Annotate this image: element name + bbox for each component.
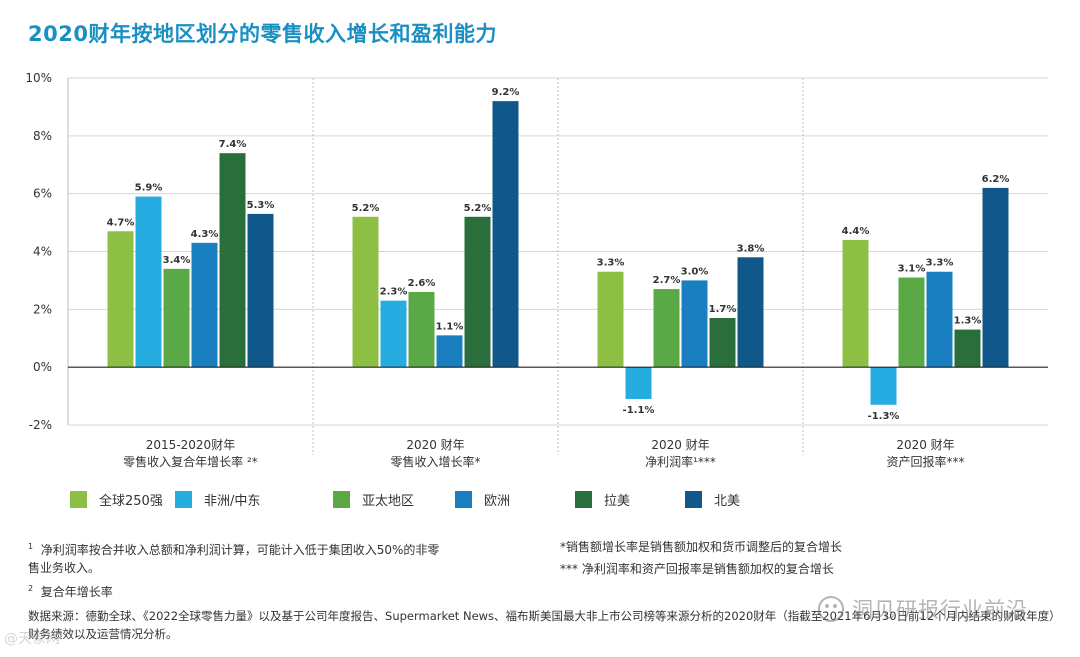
bar bbox=[464, 216, 491, 368]
legend-label: 欧洲 bbox=[484, 494, 511, 509]
legend-swatch bbox=[70, 491, 87, 508]
data-label: 2.6% bbox=[408, 278, 436, 289]
y-tick-label: 2% bbox=[33, 302, 52, 316]
bar bbox=[191, 242, 218, 368]
y-tick-label: 10% bbox=[25, 71, 52, 85]
bar bbox=[954, 329, 981, 368]
data-label: 3.1% bbox=[898, 264, 926, 275]
bar bbox=[982, 187, 1009, 368]
data-label: 4.4% bbox=[842, 226, 870, 237]
category-label: 2020 财年 bbox=[406, 438, 464, 452]
bar bbox=[219, 153, 246, 368]
data-label: 3.8% bbox=[737, 243, 765, 254]
bar bbox=[408, 291, 435, 368]
y-tick-label: 0% bbox=[33, 360, 52, 374]
category-label: 零售收入增长率* bbox=[390, 454, 480, 469]
legend: 全球250强 非洲/中东 亚太地区 欧洲 拉美 北美 bbox=[0, 490, 1080, 514]
legend-label: 非洲/中东 bbox=[204, 494, 261, 509]
data-label: -1.3% bbox=[868, 411, 900, 422]
legend-label: 全球250强 bbox=[99, 494, 163, 509]
y-tick-label: 6% bbox=[33, 187, 52, 201]
footnote-2-text: 复合年增长率 bbox=[40, 585, 113, 599]
legend-swatch bbox=[455, 491, 472, 508]
bar bbox=[492, 101, 519, 368]
y-tick-label: 8% bbox=[33, 129, 52, 143]
data-label: 5.9% bbox=[135, 183, 163, 194]
footnote-1-line2: 售业务收入。 bbox=[28, 561, 101, 575]
footnote-4: *** 净利润率和资产回报率是销售额加权的复合增长 bbox=[560, 562, 834, 576]
legend-item: 全球250强 bbox=[70, 490, 163, 509]
data-label: 4.3% bbox=[191, 229, 219, 240]
legend-item: 欧洲 bbox=[455, 490, 510, 509]
category-label: 零售收入复合年增长率 ²* bbox=[123, 454, 258, 469]
watermark: 洞见研报行业前沿 bbox=[818, 594, 1028, 624]
category-label: 净利润率¹*** bbox=[645, 454, 716, 469]
legend-swatch bbox=[685, 491, 702, 508]
legend-label: 亚太地区 bbox=[362, 494, 415, 509]
bar bbox=[352, 216, 379, 368]
y-tick-label: 4% bbox=[33, 245, 52, 259]
data-label: 7.4% bbox=[219, 139, 247, 150]
data-label: 4.7% bbox=[107, 217, 135, 228]
bar bbox=[870, 367, 897, 405]
category-label: 资产回报率*** bbox=[886, 454, 964, 469]
bar bbox=[163, 268, 190, 368]
bar bbox=[926, 271, 953, 368]
bar bbox=[436, 335, 463, 368]
wechat-icon bbox=[818, 596, 844, 622]
footnote-1: 1 净利润率按合并收入总额和净利润计算，可能计入低于集团收入50%的非零 售业务… bbox=[28, 538, 439, 577]
data-label: 5.3% bbox=[247, 200, 275, 211]
bar bbox=[737, 257, 764, 368]
chart-area: 10% 8% 6% 4% 2% 0% -2% 4.7% 5.9% 3.4% 4.3% 7.4% 5.3%… bbox=[25, 71, 1048, 469]
bar bbox=[625, 367, 652, 399]
bar bbox=[597, 271, 624, 368]
bar bbox=[898, 277, 925, 368]
data-label: 1.3% bbox=[954, 316, 982, 327]
data-label: 2.3% bbox=[380, 287, 408, 298]
footnote-1-marker: 1 bbox=[28, 542, 34, 551]
footnote-2-marker: 2 bbox=[28, 584, 34, 593]
data-label: 3.3% bbox=[926, 258, 954, 269]
data-label: 9.2% bbox=[492, 87, 520, 98]
bar bbox=[653, 289, 680, 368]
data-label: -1.1% bbox=[623, 405, 655, 416]
bar bbox=[107, 231, 134, 368]
bar bbox=[842, 239, 869, 368]
data-label: 3.4% bbox=[163, 255, 191, 266]
data-label: 1.7% bbox=[709, 304, 737, 315]
footnote-3: *销售额增长率是销售额加权和货币调整后的复合增长 bbox=[560, 540, 843, 554]
y-tick-label: -2% bbox=[29, 418, 52, 432]
category-label: 2020 财年 bbox=[651, 438, 709, 452]
data-label: 3.0% bbox=[681, 266, 709, 277]
data-label: 6.2% bbox=[982, 174, 1010, 185]
data-label: 1.1% bbox=[436, 321, 464, 332]
footnote-1-line1: 净利润率按合并收入总额和净利润计算，可能计入低于集团收入50%的非零 bbox=[40, 543, 440, 557]
bar bbox=[709, 318, 736, 368]
watermark-left: @天象网 bbox=[4, 631, 60, 647]
chart-title: 2020财年按地区划分的零售收入增长和盈利能力 bbox=[28, 22, 497, 46]
bar bbox=[380, 300, 407, 368]
legend-label: 拉美 bbox=[604, 494, 631, 509]
data-label: 2.7% bbox=[653, 275, 681, 286]
bar bbox=[247, 213, 274, 368]
watermark-text: 洞见研报行业前沿 bbox=[852, 598, 1028, 622]
legend-swatch bbox=[175, 491, 192, 508]
legend-item: 非洲/中东 bbox=[175, 490, 260, 509]
bar bbox=[135, 196, 162, 368]
footnote-2: 2 复合年增长率 bbox=[28, 580, 113, 601]
bar bbox=[681, 280, 708, 368]
legend-swatch bbox=[575, 491, 592, 508]
legend-swatch bbox=[333, 491, 350, 508]
data-label: 3.3% bbox=[597, 258, 625, 269]
category-label: 2020 财年 bbox=[896, 438, 954, 452]
legend-item: 北美 bbox=[685, 490, 740, 509]
data-source: 数据来源：德勤全球、《2022全球零售力量》以及基于公司年度报告、Superma… bbox=[28, 609, 1055, 641]
data-label: 5.2% bbox=[464, 203, 492, 214]
category-label: 2015-2020财年 bbox=[146, 438, 235, 452]
data-label: 5.2% bbox=[352, 203, 380, 214]
legend-item: 亚太地区 bbox=[333, 490, 414, 509]
legend-item: 拉美 bbox=[575, 490, 630, 509]
legend-label: 北美 bbox=[714, 494, 741, 509]
